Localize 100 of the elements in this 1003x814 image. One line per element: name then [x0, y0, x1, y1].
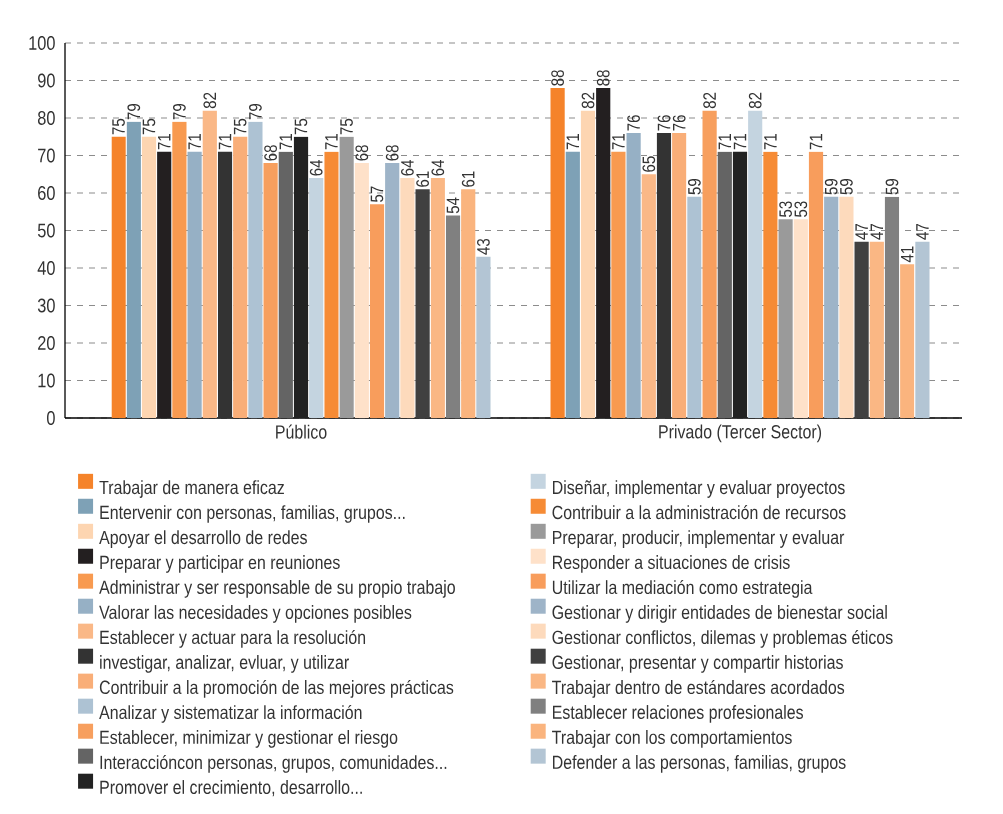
legend-label: Establecer relaciones profesionales	[553, 705, 804, 723]
bar	[172, 121, 187, 418]
bar	[656, 133, 672, 418]
data-label: 79	[249, 103, 262, 120]
data-label: 64	[401, 159, 414, 176]
y-tick-label: 10	[38, 373, 55, 388]
legend-label: Establecer y actuar para la resolución	[100, 629, 366, 648]
data-label: 71	[279, 133, 292, 150]
data-label: 82	[581, 92, 595, 109]
data-label: 68	[355, 145, 369, 161]
data-label: 71	[612, 133, 625, 150]
bar	[293, 136, 309, 418]
data-label: 57	[370, 186, 384, 202]
data-label: 64	[309, 159, 323, 176]
bar	[339, 136, 354, 418]
legend-label: Trabajar con los comportamientos	[552, 730, 792, 748]
bar	[717, 151, 732, 418]
bar	[596, 88, 611, 418]
data-label: 71	[718, 133, 731, 150]
bar	[824, 196, 839, 418]
bar	[793, 219, 808, 418]
y-tick-label: 50	[37, 223, 55, 238]
y-tick-label: 30	[37, 298, 55, 313]
bar	[839, 196, 854, 418]
data-label: 76	[657, 115, 671, 131]
bar	[141, 136, 157, 418]
data-label: 71	[733, 133, 747, 150]
data-label: 47	[855, 223, 868, 240]
data-label: 75	[294, 118, 308, 135]
bar	[111, 136, 126, 418]
bar	[778, 219, 793, 418]
y-tick-label: 70	[38, 148, 55, 163]
bar	[476, 256, 491, 418]
legend-label: Contribuir a la promoción de las mejores prácticas	[99, 679, 454, 698]
legend-label: Valorar las necesidades y opciones posibles	[99, 605, 412, 623]
data-label: 53	[779, 201, 792, 217]
x-tick-label: Público	[276, 424, 327, 439]
y-tick-label: 20	[38, 336, 55, 350]
bar	[565, 151, 580, 418]
data-label: 75	[340, 118, 353, 135]
bar	[400, 178, 415, 418]
data-label: 64	[431, 159, 445, 176]
data-label: 59	[688, 178, 701, 195]
data-label: 82	[703, 92, 716, 109]
data-label: 71	[566, 133, 579, 150]
bar	[580, 110, 596, 418]
legend-label: Interaccióncon personas, grupos, comunidades...	[100, 754, 447, 773]
bar	[915, 241, 930, 418]
data-label: 76	[627, 115, 640, 131]
data-label: 54	[446, 197, 460, 214]
bar	[369, 204, 385, 418]
data-label: 76	[672, 115, 686, 131]
data-label: 71	[158, 133, 171, 150]
y-tick-label: 80	[37, 111, 55, 125]
bar	[248, 121, 263, 418]
data-label: 71	[325, 133, 338, 150]
data-label: 79	[173, 103, 186, 120]
legend-label: Contribuir a la administración de recursos	[552, 505, 846, 520]
legend-label: Analizar y sistematizar la información	[99, 704, 362, 723]
y-tick-label: 100	[29, 36, 55, 50]
legend-label: Diseñar, implementar y evaluar proyectos	[553, 480, 845, 498]
data-label: 53	[794, 201, 808, 217]
legend-label: Utilizar la mediación como estrategia	[552, 579, 813, 598]
data-label: 59	[885, 178, 899, 195]
y-tick-label: 40	[37, 261, 55, 275]
data-label: 75	[233, 118, 247, 135]
legend-label: Gestionar, presentar y compartir historias	[552, 655, 843, 673]
data-label: 61	[461, 171, 475, 187]
data-label: 68	[264, 145, 277, 161]
data-label: 71	[188, 133, 201, 150]
bar	[702, 110, 717, 418]
bar	[900, 264, 915, 418]
y-tick-label: 60	[38, 186, 55, 200]
bar	[641, 174, 656, 418]
legend-label: Promover el crecimiento, desarrollo...	[100, 780, 362, 797]
bar	[808, 151, 824, 418]
bar	[157, 151, 172, 418]
legend-label: Defender a las personas, familias, grupos	[553, 755, 846, 773]
data-label: 59	[840, 178, 853, 195]
data-label: 71	[764, 133, 777, 150]
legend-label: Entervenir con personas, familias, grupos...	[100, 505, 405, 523]
data-label: 59	[824, 178, 838, 195]
data-label: 71	[218, 133, 232, 150]
bar	[354, 163, 369, 418]
bar	[854, 241, 869, 418]
legend-label: Establecer, minimizar y gestionar el riesgo	[100, 730, 398, 748]
legend-label: Responder a situaciones de crisis	[553, 555, 790, 573]
data-label: 88	[551, 70, 564, 86]
legend-label: Trabajar de manera eficaz	[99, 480, 284, 498]
data-label: 43	[477, 238, 490, 255]
bar	[748, 110, 763, 418]
data-label: 79	[127, 103, 141, 120]
bar	[763, 151, 778, 418]
bar	[415, 189, 430, 418]
bar	[869, 241, 884, 418]
legend-label: Gestionar conflictos, dilemas y problemas éticos	[552, 629, 893, 648]
bar	[263, 163, 278, 418]
data-label: 88	[596, 70, 610, 86]
data-label: 71	[809, 133, 823, 150]
legend-label: Trabajar dentro de estándares acordados	[552, 679, 845, 698]
